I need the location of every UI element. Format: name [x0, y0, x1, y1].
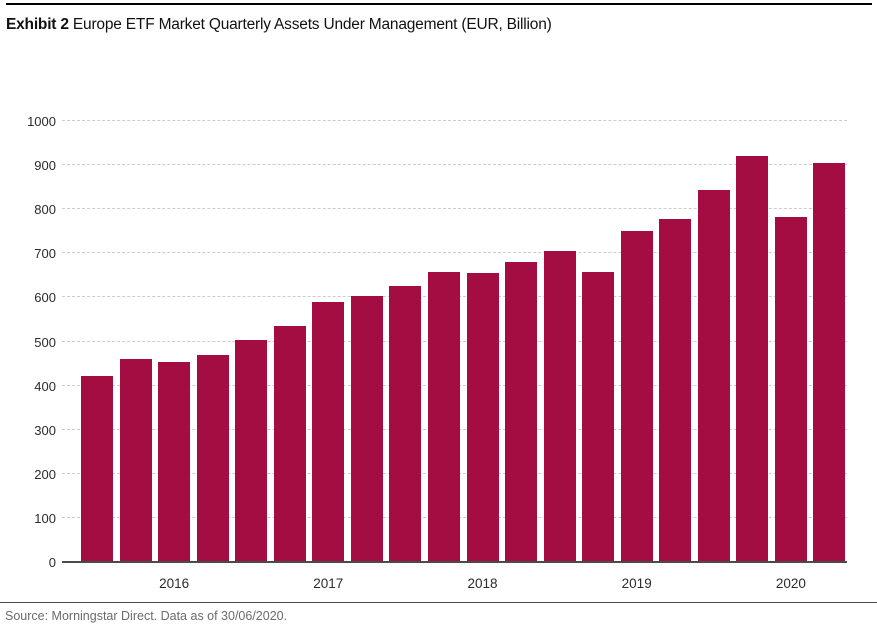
exhibit-label: Exhibit 2 — [6, 16, 69, 33]
bar-2018-q3 — [543, 251, 576, 561]
y-tick-900: 900 — [34, 158, 56, 174]
y-tick-0: 0 — [48, 555, 56, 570]
bar-chart: 0 100 200 300 400 500 600 700 800 900 1000 2016 201… — [0, 114, 847, 596]
plot-area — [62, 120, 847, 563]
bar-2020-q2 — [813, 163, 846, 561]
chart-title: Exhibit 2 Europe ETF Market Quarterly As… — [6, 15, 552, 35]
y-axis-labels: 0 100 200 300 400 500 600 700 800 900 1000 — [0, 114, 56, 570]
bar-2015-q3 — [81, 376, 113, 561]
bar-2017-q4 — [427, 272, 460, 561]
source-note: Source: Morningstar Direct. Data as of 3… — [5, 609, 288, 623]
y-tick-400: 400 — [34, 378, 56, 394]
bar-2019-q1 — [620, 231, 653, 561]
bar-2017-q3 — [389, 286, 422, 561]
bar-2019-q2 — [659, 219, 692, 561]
x-tick-2018: 2018 — [467, 576, 498, 591]
bar-2019-q4 — [736, 156, 769, 561]
bar-2016-q4 — [273, 326, 306, 561]
y-tick-1000: 1000 — [27, 114, 56, 129]
y-tick-800: 800 — [34, 202, 56, 218]
y-tick-600: 600 — [34, 290, 56, 306]
gridline-700 — [62, 252, 847, 254]
bar-2016-q1 — [158, 362, 191, 561]
chart-title-text: Europe ETF Market Quarterly Assets Under… — [72, 16, 552, 33]
gridline-1000 — [62, 120, 847, 121]
bar-2018-q4 — [582, 272, 615, 561]
x-tick-2019: 2019 — [621, 576, 652, 591]
y-tick-700: 700 — [34, 246, 56, 262]
x-tick-2016: 2016 — [159, 576, 190, 591]
x-axis-labels: 2016 2017 2018 2019 2020 — [62, 576, 847, 596]
y-tick-500: 500 — [34, 334, 56, 350]
bar-2020-q1 — [774, 217, 807, 561]
gridline-800 — [62, 208, 847, 210]
footer-rule — [0, 602, 877, 603]
x-tick-2020: 2020 — [775, 576, 806, 591]
bar-2018-q1 — [466, 273, 499, 561]
bar-2019-q3 — [697, 190, 730, 561]
bar-2017-q1 — [312, 302, 345, 561]
y-tick-200: 200 — [34, 466, 56, 482]
bar-2016-q2 — [196, 355, 229, 561]
y-tick-300: 300 — [34, 422, 56, 438]
bar-2015-q4 — [119, 359, 152, 561]
gridline-900 — [62, 164, 847, 166]
bar-2017-q2 — [350, 296, 383, 561]
x-tick-2017: 2017 — [313, 576, 344, 591]
top-rule — [6, 3, 872, 5]
y-tick-100: 100 — [34, 510, 56, 526]
bar-2016-q3 — [235, 340, 268, 561]
bar-2018-q2 — [505, 262, 538, 561]
